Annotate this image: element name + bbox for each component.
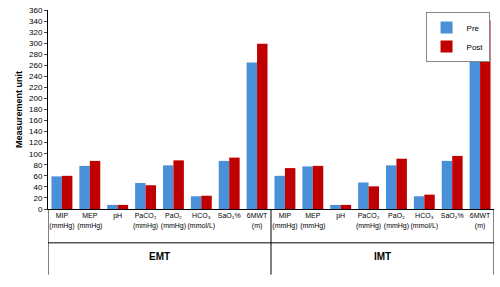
svg-text:MEP(mmHg): MEP(mmHg): [300, 212, 325, 229]
svg-text:120: 120: [29, 138, 43, 147]
svg-text:320: 320: [29, 28, 43, 37]
svg-text:PaO₂(mmHg): PaO₂(mmHg): [384, 212, 409, 229]
svg-text:220: 220: [29, 83, 43, 92]
svg-text:IMT: IMT: [374, 251, 391, 262]
svg-text:HCO₃(mmol/L): HCO₃(mmol/L): [187, 212, 215, 229]
svg-text:280: 280: [29, 50, 43, 59]
svg-text:SaO₂%: SaO₂%: [218, 212, 241, 219]
svg-text:pH: pH: [336, 212, 345, 220]
svg-text:SaO₂%: SaO₂%: [441, 212, 464, 219]
svg-text:240: 240: [29, 72, 43, 81]
svg-text:160: 160: [29, 116, 43, 125]
svg-text:MEP(mmHg): MEP(mmHg): [77, 212, 102, 229]
svg-text:Post: Post: [467, 43, 484, 52]
svg-text:60: 60: [33, 172, 42, 181]
svg-text:360: 360: [29, 6, 43, 15]
svg-text:PaO₂(mmHg): PaO₂(mmHg): [161, 212, 186, 229]
svg-text:40: 40: [33, 183, 42, 192]
svg-text:340: 340: [29, 17, 43, 26]
svg-text:MIP(mmHg): MIP(mmHg): [49, 212, 74, 229]
svg-text:80: 80: [33, 161, 42, 170]
svg-text:260: 260: [29, 61, 43, 70]
svg-text:100: 100: [29, 150, 43, 159]
svg-text:6MWT(m): 6MWT(m): [470, 212, 491, 229]
svg-text:300: 300: [29, 39, 43, 48]
svg-text:180: 180: [29, 105, 43, 114]
svg-text:6MWT(m): 6MWT(m): [247, 212, 268, 229]
svg-text:MIP(mmHg): MIP(mmHg): [272, 212, 297, 229]
svg-text:Pre: Pre: [467, 24, 480, 33]
svg-text:PaCO₂(mmHg): PaCO₂(mmHg): [356, 212, 381, 229]
svg-text:EMT: EMT: [149, 251, 170, 262]
svg-text:pH: pH: [113, 212, 122, 220]
svg-text:Measurement unit: Measurement unit: [14, 71, 24, 148]
svg-text:0: 0: [38, 205, 43, 214]
svg-text:HCO₃(mmol/L): HCO₃(mmol/L): [410, 212, 438, 229]
svg-text:140: 140: [29, 127, 43, 136]
svg-text:200: 200: [29, 94, 43, 103]
svg-text:PaCO₂(mmHg): PaCO₂(mmHg): [133, 212, 158, 229]
svg-text:20: 20: [33, 194, 42, 203]
